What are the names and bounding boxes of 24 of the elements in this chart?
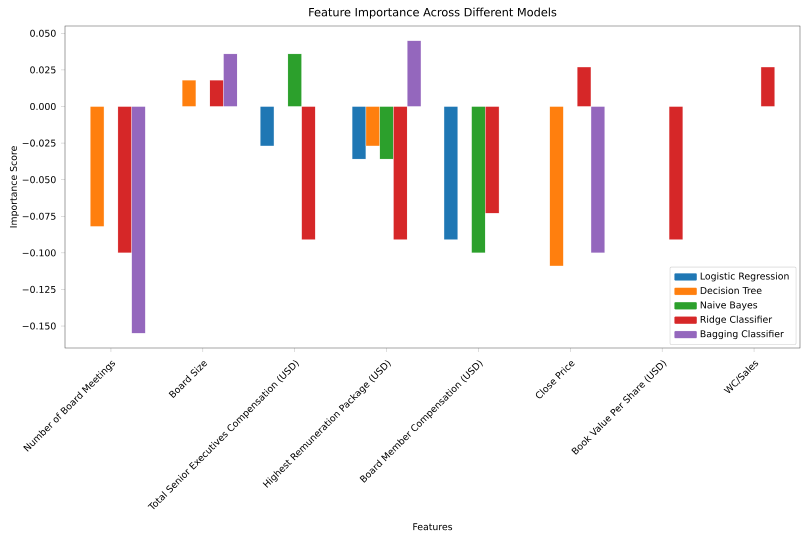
bar — [760, 66, 775, 107]
y-tick-label: −0.150 — [22, 322, 56, 330]
legend-label: Ridge Classifier — [700, 316, 772, 325]
bar — [444, 106, 458, 240]
y-tick-label: 0.025 — [30, 66, 56, 74]
legend-label: Bagging Classifier — [700, 330, 784, 340]
y-tick-label: −0.050 — [22, 176, 56, 184]
y-axis-title: Importance Score — [10, 146, 19, 228]
x-axis-title: Features — [413, 523, 452, 530]
legend-label: Logistic Regression — [700, 272, 789, 282]
y-tick-label: 0.050 — [30, 30, 56, 37]
bar — [182, 80, 196, 107]
legend-label: Naive Bayes — [700, 301, 758, 310]
bar — [260, 106, 274, 146]
y-tick-label: −0.100 — [22, 249, 56, 256]
legend-label: Decision Tree — [700, 286, 762, 294]
bar — [549, 106, 564, 266]
y-tick-label: 0.000 — [30, 102, 56, 110]
bar — [668, 106, 684, 240]
bar — [90, 106, 104, 227]
y-tick-label: −0.025 — [22, 140, 56, 147]
y-tick-label: −0.125 — [22, 286, 56, 293]
y-tick-label: −0.075 — [22, 212, 56, 220]
chart-title: Feature Importance Across Different Models — [309, 8, 556, 19]
